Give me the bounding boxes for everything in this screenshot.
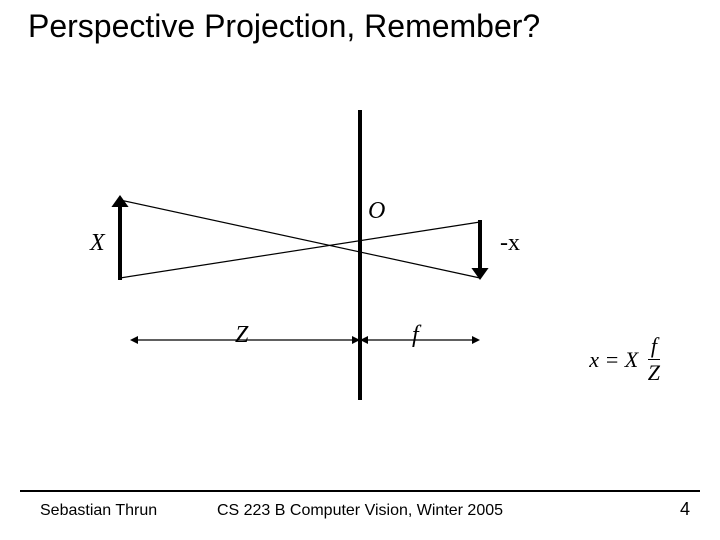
footer-course: CS 223 B Computer Vision, Winter 2005 [0, 502, 720, 520]
footer-page-number: 4 [680, 499, 690, 520]
label-minus-x: -x [500, 230, 520, 257]
slide-title: Perspective Projection, Remember? [0, 8, 720, 45]
label-X: X [90, 230, 105, 257]
projection-diagram: X O -x Z f [60, 100, 660, 440]
label-f: f [412, 322, 419, 349]
formula-frac-bot: Z [648, 362, 660, 384]
formula-lhs: x = X [589, 347, 638, 373]
label-O: O [368, 198, 385, 225]
label-Z: Z [235, 322, 248, 349]
formula-frac-top: f [648, 335, 660, 357]
footer-divider [20, 490, 700, 492]
formula-fraction: f Z [648, 335, 660, 384]
projection-formula: x = X f Z [589, 335, 660, 384]
